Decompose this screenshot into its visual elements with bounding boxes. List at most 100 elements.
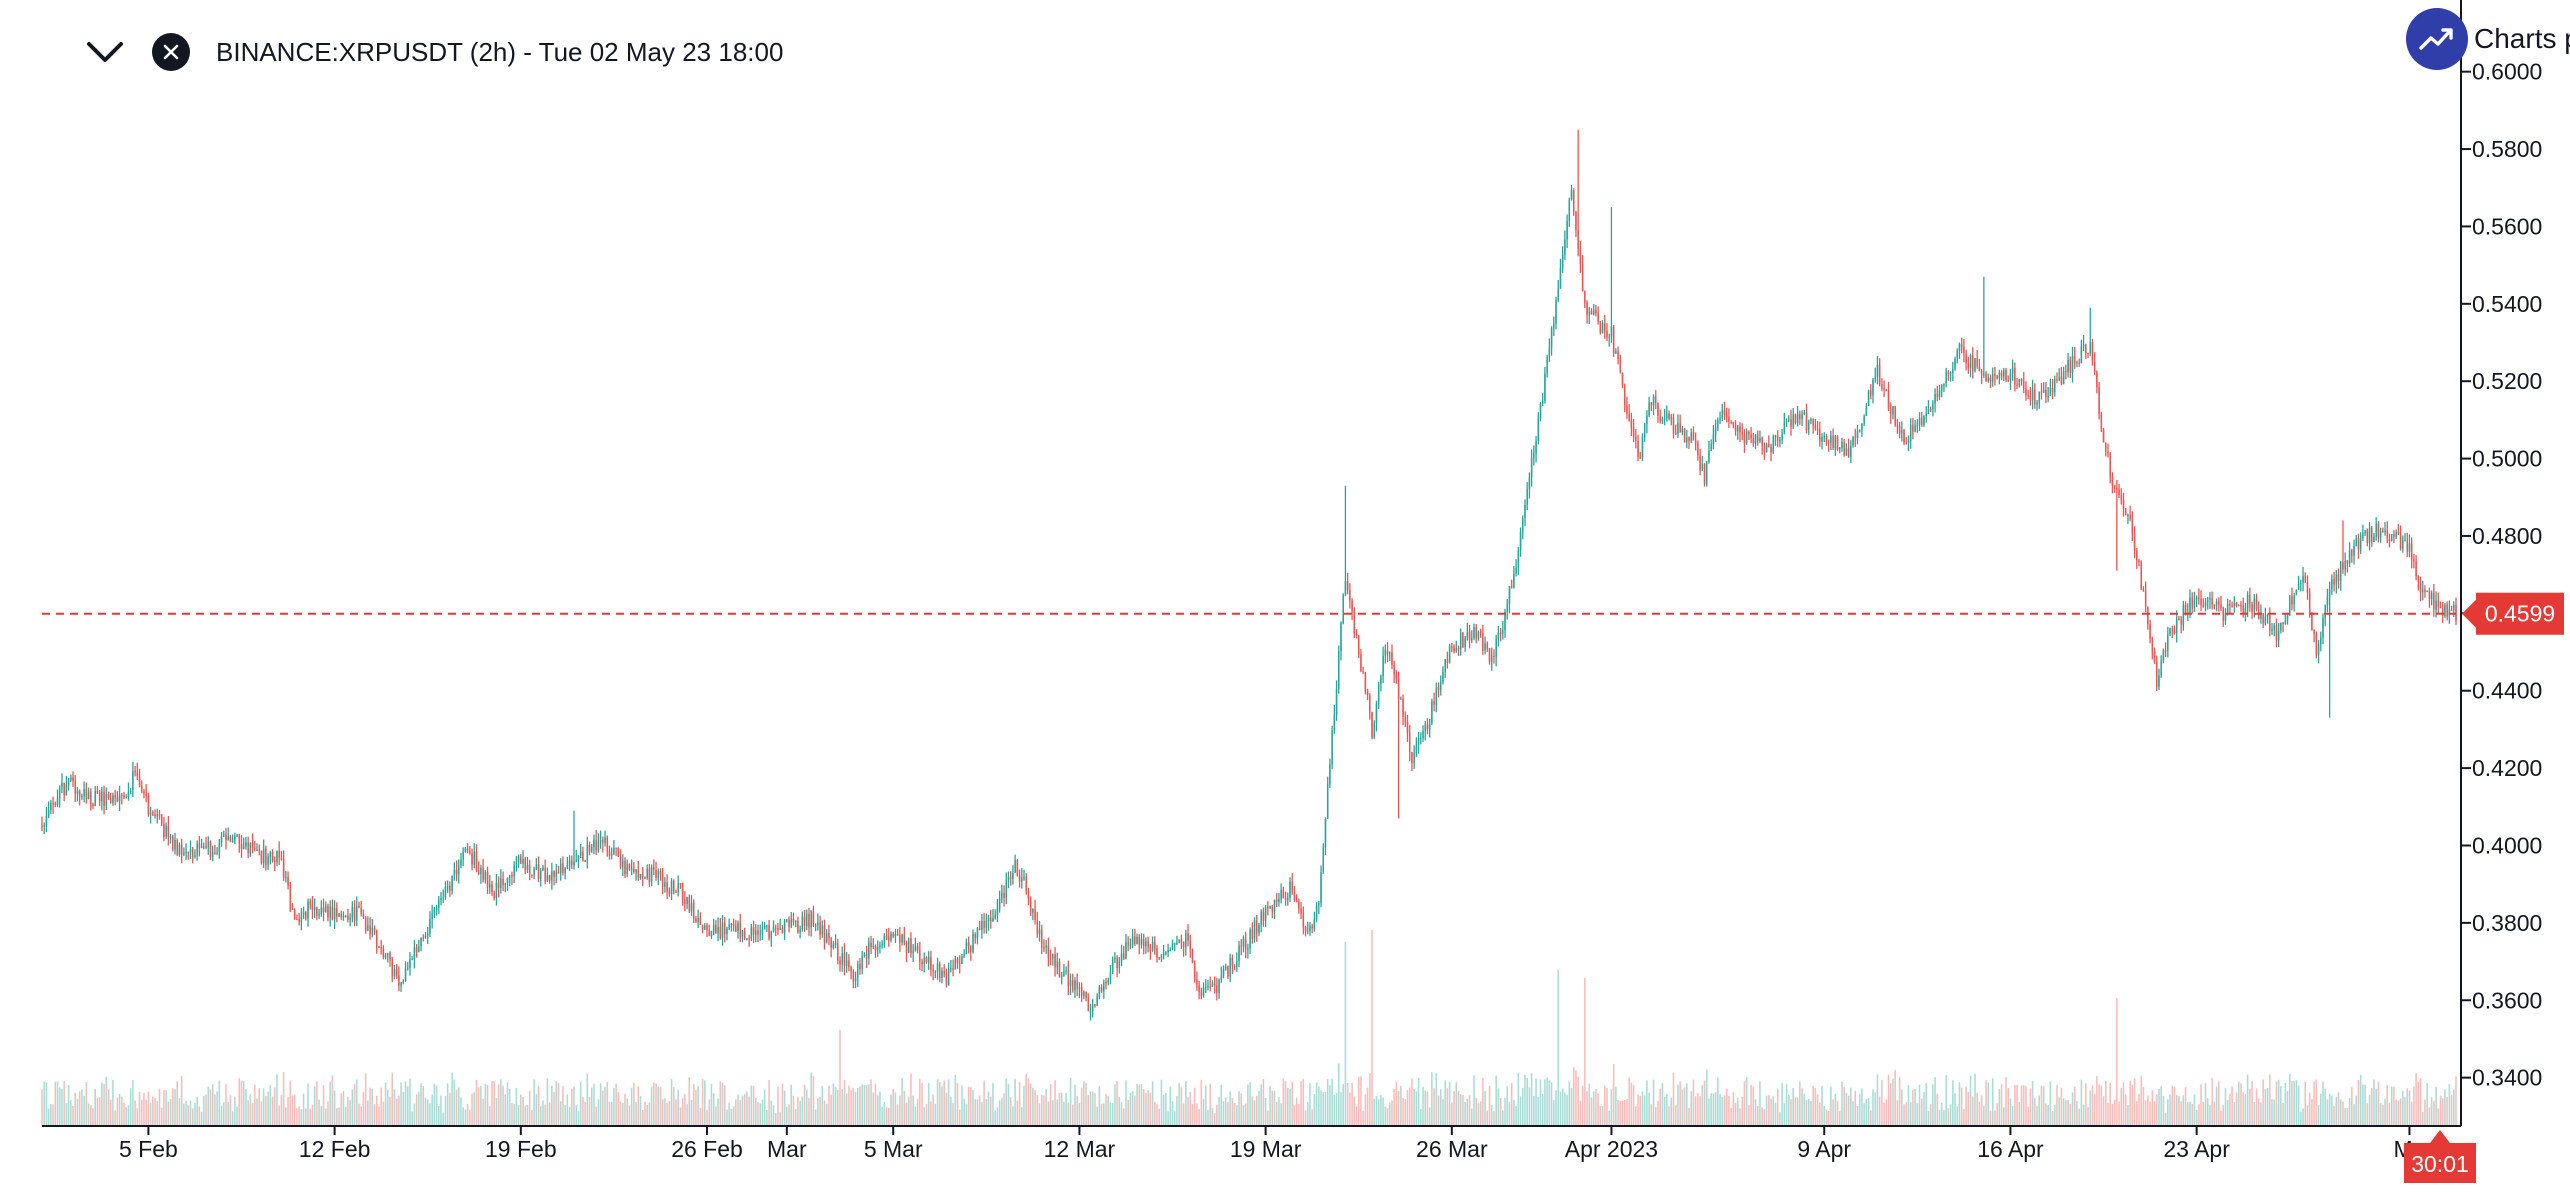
candle-body: [1524, 504, 1526, 518]
volume-bar: [449, 1092, 451, 1126]
volume-bar: [1078, 1103, 1081, 1126]
candle-body: [1178, 939, 1180, 943]
candle-body: [834, 942, 837, 945]
volume-bar: [1958, 1082, 1961, 1126]
volume-bar: [1138, 1084, 1141, 1126]
volume-bar: [1623, 1100, 1626, 1126]
volume-bar: [2098, 1084, 2100, 1126]
candle-body: [850, 966, 852, 972]
volume-bar: [958, 1109, 961, 1126]
volume-bar: [568, 1106, 571, 1126]
candle-body: [923, 957, 926, 964]
volume-bar: [1663, 1096, 1666, 1126]
brand[interactable]: Charts p: [2406, 6, 2570, 72]
candle-body: [2308, 592, 2311, 615]
candle-body: [650, 867, 653, 882]
volume-bar: [513, 1103, 515, 1126]
candle-body: [1397, 678, 1400, 699]
candle-body: [1311, 925, 1313, 929]
candle-body: [1641, 436, 1644, 458]
volume-bar: [1160, 1079, 1163, 1126]
candle-body: [608, 851, 611, 856]
candle-body: [174, 839, 176, 850]
candle-body: [704, 925, 706, 930]
volume-bar: [1584, 978, 1586, 1126]
candle-body: [2182, 605, 2185, 625]
volume-bar: [1032, 1087, 1034, 1126]
volume-bar: [1293, 1105, 1296, 1126]
candle-body: [1156, 948, 1158, 958]
candle-body: [1300, 908, 1302, 914]
volume-bar: [222, 1102, 225, 1126]
volume-bar: [739, 1100, 742, 1126]
volume-bar: [426, 1099, 429, 1126]
volume-bar: [899, 1095, 901, 1126]
volume-bar: [2036, 1106, 2038, 1126]
volume-bar: [956, 1083, 959, 1126]
volume-bar: [961, 1085, 963, 1126]
volume-bar: [1847, 1095, 1850, 1126]
candle-body: [342, 915, 345, 917]
volume-bar: [593, 1083, 595, 1126]
volume-bar: [1400, 1086, 1402, 1126]
candle-body: [1989, 377, 1992, 382]
time-axis[interactable]: 5 Feb 12 Feb 19 Feb 26 Feb Mar 5 Mar 12 Mar 19 …: [119, 1126, 2426, 1162]
candle-body: [369, 925, 371, 935]
candle-body: [183, 853, 185, 855]
volume-bar: [730, 1108, 733, 1126]
volume-bar: [1976, 1092, 1978, 1126]
candle-body: [1592, 309, 1595, 315]
volume-bar: [1506, 1086, 1509, 1126]
volume-bar: [1934, 1077, 1936, 1126]
volume-bar: [1025, 1073, 1027, 1126]
candle-body: [389, 953, 391, 960]
candle-body: [544, 867, 546, 882]
volume-bar: [2014, 1085, 2016, 1126]
volume-bar: [856, 1087, 859, 1126]
candle-body: [2129, 514, 2131, 520]
candle-body: [1304, 927, 1307, 932]
volume-bar: [351, 1089, 354, 1126]
candle-body: [1901, 430, 1903, 434]
volume-bar: [2388, 1102, 2391, 1126]
volume-bar: [402, 1092, 405, 1126]
volume-bar: [114, 1110, 116, 1126]
volume-bar: [2162, 1095, 2165, 1126]
candle-body: [482, 868, 484, 880]
candle-body: [2446, 604, 2448, 617]
candle-body: [1462, 632, 1464, 648]
volume-bar: [1140, 1084, 1143, 1126]
candle-body: [1555, 300, 1557, 324]
volume-bar: [1920, 1098, 1923, 1126]
volume-bar: [1581, 1085, 1584, 1126]
remove-symbol-button[interactable]: [152, 33, 190, 71]
candle-body: [1643, 423, 1646, 437]
candle-body: [1887, 390, 1890, 409]
volume-bar: [2430, 1097, 2433, 1126]
candle-body: [1730, 421, 1732, 423]
candle-body: [1100, 987, 1103, 992]
volume-bar: [1291, 1081, 1294, 1126]
candle-body: [577, 855, 580, 860]
candle-body: [2173, 628, 2176, 634]
volume-bar: [1462, 1095, 1464, 1126]
volume-bar: [2233, 1102, 2236, 1126]
candle-body: [393, 969, 396, 977]
candle-body: [1991, 374, 1994, 382]
collapse-button[interactable]: [78, 25, 132, 79]
volume-bar: [1774, 1102, 1777, 1126]
candle-body: [1601, 323, 1604, 333]
chart-header: BINANCE:XRPUSDT (2h) - Tue 02 May 23 18:…: [78, 22, 783, 82]
price-axis[interactable]: 0.60000.58000.56000.54000.52000.50000.48…: [2461, 59, 2542, 1091]
candle-body: [2444, 604, 2446, 617]
volume-bar: [1287, 1088, 1289, 1126]
volume-bar: [422, 1086, 425, 1126]
volume-bar: [460, 1097, 462, 1126]
candle-body: [1958, 343, 1961, 351]
volume-bar: [440, 1095, 442, 1126]
volume-bar: [1841, 1081, 1843, 1126]
volume-bar: [732, 1106, 735, 1126]
candle-body: [165, 825, 167, 837]
volume-bar: [755, 1097, 757, 1126]
